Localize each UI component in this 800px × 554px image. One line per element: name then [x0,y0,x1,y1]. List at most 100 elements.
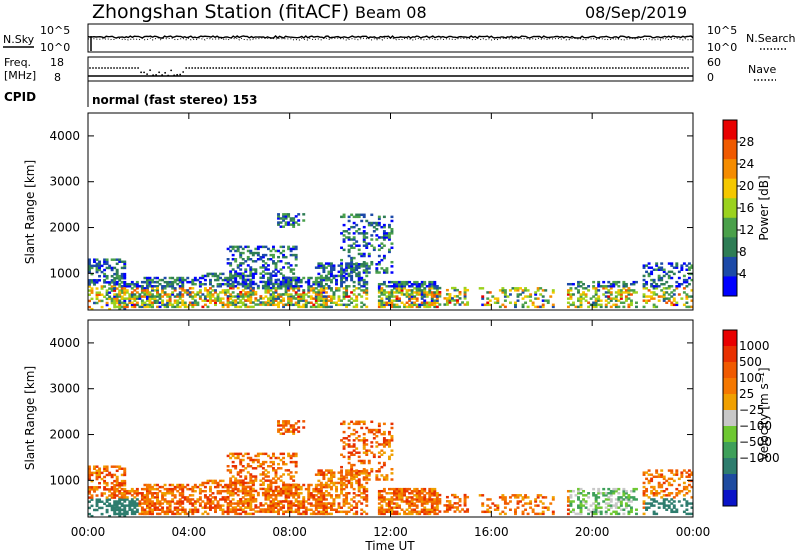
power-cell [690,272,694,276]
power-cell [214,301,217,304]
power-cell [405,305,409,309]
velocity-cell [355,420,359,424]
velocity-cell [330,485,333,489]
power-cell [685,297,689,300]
velocity-cell [118,486,122,489]
velocity-cell [566,500,570,503]
power-cell [304,305,308,309]
power-cell [443,297,447,300]
velocity-cell [577,506,580,509]
velocity-cell [287,500,291,503]
velocity-cell [324,498,328,501]
power-cell [120,305,124,309]
power-cell [100,293,104,296]
velocity-cell [675,473,679,476]
power-cell [324,276,328,280]
velocity-cell [466,495,470,499]
power-cell [435,299,439,302]
velocity-cell [90,486,94,489]
velocity-cell [231,460,235,464]
velocity-cell [682,494,686,497]
velocity-cell [589,510,593,514]
power-cell [209,291,212,294]
velocity-cell [377,502,381,505]
power-cell [226,303,230,307]
power-cell [365,287,369,290]
velocity-cell [123,469,127,473]
velocity-cell [322,508,326,511]
velocity-cell [239,512,243,516]
power-cell [352,293,356,296]
velocity-cell [435,493,439,497]
velocity-cell [224,496,228,499]
power-cell [282,215,286,218]
power-cell [400,285,404,288]
power-cell [266,285,270,288]
power-cell [423,301,427,304]
velocity-cell [377,467,381,471]
power-cell [614,280,618,284]
power-cell [191,278,195,282]
velocity-cell [196,485,200,489]
velocity-cell [304,508,308,511]
velocity-cell [148,502,152,505]
power-cell [587,285,591,288]
power-cell [287,289,291,292]
power-cell [145,299,149,302]
velocity-cell [246,500,250,503]
power-cell [191,280,195,284]
power-cell [249,278,253,282]
power-cell [670,285,674,288]
velocity-cell [128,489,132,493]
velocity-cell [178,487,182,491]
power-cell [360,285,364,288]
power-cell [95,262,99,266]
velocity-cell [319,494,323,497]
velocity-cell [521,496,525,499]
power-cell [415,282,419,286]
power-cell [284,290,288,294]
velocity-cell [566,496,570,499]
colorbar-tick-label: 20 [739,179,754,193]
power-cell [151,289,154,292]
velocity-cell [627,510,631,514]
power-cell [88,281,91,284]
velocity-cell [430,504,434,507]
power-cell [425,285,429,288]
power-cell [133,299,137,302]
velocity-cell [241,508,245,511]
power-cell [408,303,412,307]
velocity-cell [198,492,202,495]
power-cell [279,221,283,224]
velocity-cell [375,474,379,477]
nave-point [134,67,136,69]
power-cell [113,277,117,280]
velocity-cell [647,502,651,505]
power-cell [352,285,356,288]
velocity-cell [572,500,575,503]
power-cell [667,297,671,300]
velocity-cell [387,502,391,505]
velocity-cell [266,479,270,482]
velocity-cell [277,510,280,513]
power-cell [403,285,407,288]
power-cell [675,301,679,304]
power-cell [420,280,424,284]
colorbar-tick-label: −100 [739,419,772,433]
power-cell [609,291,613,294]
power-x-ticks [87,113,694,310]
velocity-cell [113,512,117,516]
power-cell [148,301,152,304]
velocity-cell [93,465,96,468]
velocity-y-label: Slant Range [km] [23,366,37,470]
velocity-cell [319,483,323,487]
velocity-cell [294,500,298,503]
power-cell [377,285,381,288]
power-cell [405,301,409,304]
velocity-cell [332,502,336,505]
nave-point [506,67,509,69]
power-cell [269,278,273,282]
power-cell [466,303,470,306]
velocity-cell [216,483,220,487]
x-tick-label: 00:00 [676,525,711,539]
